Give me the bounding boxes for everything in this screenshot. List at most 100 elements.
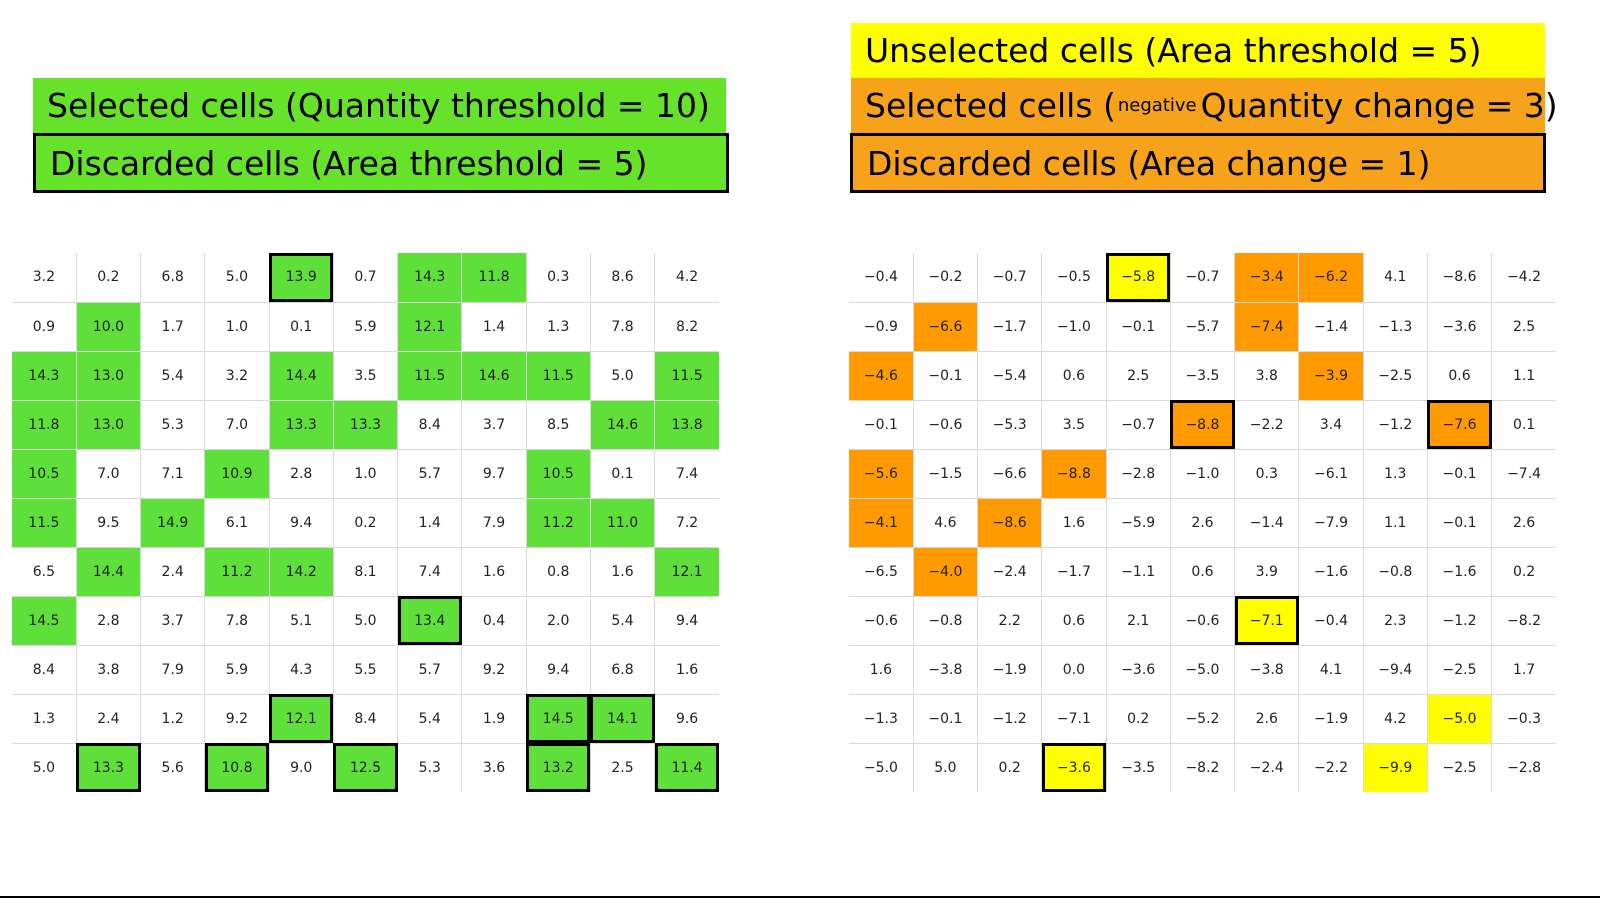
quantity-grid-cell: 8.5 (525, 399, 591, 450)
change-grid-cell: −5.6 (849, 448, 914, 499)
change-grid-row: −0.1 −0.6 −5.3 3.5 −0.7 −8.8 −2.2 3.4 −1.2 −7.6 0.… (849, 399, 1556, 450)
quantity-grid-cell: 11.5 (525, 350, 591, 401)
legend-selected-quantity: Selected cells (Quantity threshold = 10) (33, 78, 726, 133)
quantity-grid-cell: 13.4 (397, 595, 463, 646)
quantity-grid-cell: 14.3 (397, 253, 463, 303)
quantity-grid-cell: 14.2 (268, 546, 334, 597)
quantity-grid-row: 3.2 0.2 6.8 5.0 13.9 0.7 14.3 11.8 0.3 8.6 4.2 (12, 253, 719, 303)
quantity-grid-cell: 9.5 (75, 497, 142, 548)
quantity-grid-cell: 6.8 (589, 644, 656, 695)
quantity-grid-cell: 14.5 (12, 595, 77, 646)
change-grid-cell: 2.2 (977, 595, 1043, 646)
change-grid-cell: −1.3 (1362, 301, 1428, 352)
quantity-grid-cell: 12.5 (332, 742, 399, 792)
quantity-grid-cell: 9.4 (525, 644, 591, 695)
quantity-grid-cell: 11.4 (654, 742, 719, 792)
quantity-grid-cell: 7.8 (204, 595, 270, 646)
change-grid-cell: −1.4 (1234, 497, 1300, 548)
change-grid-cell: −0.7 (1169, 253, 1236, 303)
quantity-grid-row: 6.5 14.4 2.4 11.2 14.2 8.1 7.4 1.6 0.8 1.6 12.1 (12, 546, 719, 597)
change-grid-cell: −3.6 (1041, 742, 1107, 792)
quantity-grid-cell: 1.4 (397, 497, 463, 548)
quantity-grid-cell: 7.0 (204, 399, 270, 450)
legend-selected-sub: negative (1117, 95, 1197, 116)
change-grid-cell: −0.6 (912, 399, 979, 450)
change-grid-cell: −8.2 (1491, 595, 1556, 646)
quantity-grid-cell: 7.9 (140, 644, 206, 695)
change-grid-cell: −5.2 (1169, 693, 1236, 744)
change-grid-cell: −0.9 (849, 301, 914, 352)
change-grid-cell: 2.5 (1105, 350, 1171, 401)
quantity-grid-row: 11.8 13.0 5.3 7.0 13.3 13.3 8.4 3.7 8.5 14.6 13.8 (12, 399, 719, 450)
change-grid-cell: −3.6 (1426, 301, 1493, 352)
quantity-grid-cell: 11.0 (589, 497, 656, 548)
quantity-grid-cell: 11.2 (204, 546, 270, 597)
change-grid-cell: −1.6 (1298, 546, 1364, 597)
quantity-grid-cell: 8.4 (332, 693, 399, 744)
quantity-grid-cell: 0.2 (332, 497, 399, 548)
change-grid-cell: 1.6 (849, 644, 914, 695)
quantity-grid-cell: 9.2 (204, 693, 270, 744)
quantity-grid-cell: 1.6 (589, 546, 656, 597)
change-grid-cell: −5.7 (1169, 301, 1236, 352)
change-grid-cell: 0.1 (1491, 399, 1556, 450)
quantity-grid-cell: 5.4 (397, 693, 463, 744)
legend-selected-quantity-label: Selected cells (Quantity threshold = 10) (47, 86, 710, 125)
change-grid-cell: 5.0 (912, 742, 979, 792)
change-grid-cell: −1.9 (1298, 693, 1364, 744)
change-grid-cell: −5.0 (1426, 693, 1493, 744)
change-grid-cell: −5.9 (1105, 497, 1171, 548)
quantity-grid-cell: 1.4 (461, 301, 527, 352)
change-grid-cell: 0.6 (1169, 546, 1236, 597)
change-grid-cell: 0.0 (1041, 644, 1107, 695)
change-grid-cell: 2.3 (1362, 595, 1428, 646)
change-grid-cell: −8.6 (977, 497, 1043, 548)
change-grid-cell: 1.7 (1491, 644, 1556, 695)
change-grid-cell: −6.6 (912, 301, 979, 352)
quantity-grid-cell: 13.0 (75, 399, 142, 450)
change-grid-cell: −9.9 (1362, 742, 1428, 792)
change-grid-cell: 2.1 (1105, 595, 1171, 646)
change-grid-cell: −1.2 (977, 693, 1043, 744)
quantity-grid-cell: 3.5 (332, 350, 399, 401)
change-grid-row: −4.6 −0.1 −5.4 0.6 2.5 −3.5 3.8 −3.9 −2.5 0.6 1.1 (849, 350, 1556, 401)
change-grid-cell: −4.0 (912, 546, 979, 597)
change-grid-cell: −7.9 (1298, 497, 1364, 548)
change-grid-cell: −3.9 (1298, 350, 1364, 401)
change-grid-cell: −8.8 (1041, 448, 1107, 499)
legend-selected-suffix: Quantity change = 3) (1200, 86, 1558, 125)
quantity-grid-cell: 5.4 (140, 350, 206, 401)
quantity-grid-row: 11.5 9.5 14.9 6.1 9.4 0.2 1.4 7.9 11.2 11.0 7.2 (12, 497, 719, 548)
quantity-grid-cell: 7.4 (654, 448, 719, 499)
quantity-grid-cell: 12.1 (268, 693, 334, 744)
change-grid-row: −1.3 −0.1 −1.2 −7.1 0.2 −5.2 2.6 −1.9 4.2 −5.0 −0.… (849, 693, 1556, 744)
change-grid-cell: 3.5 (1041, 399, 1107, 450)
quantity-grid-cell: 11.8 (461, 253, 527, 303)
change-grid-cell: −9.4 (1362, 644, 1428, 695)
change-grid-cell: −2.5 (1426, 644, 1493, 695)
change-grid-cell: −5.0 (849, 742, 914, 792)
quantity-grid-cell: 8.4 (397, 399, 463, 450)
quantity-grid-cell: 2.5 (589, 742, 656, 792)
quantity-grid-cell: 13.3 (75, 742, 142, 792)
quantity-grid-cell: 8.1 (332, 546, 399, 597)
quantity-grid-cell: 3.7 (140, 595, 206, 646)
change-grid-cell: −7.1 (1234, 595, 1300, 646)
quantity-grid-cell: 9.4 (268, 497, 334, 548)
change-grid-cell: −6.6 (977, 448, 1043, 499)
quantity-grid-row: 5.0 13.3 5.6 10.8 9.0 12.5 5.3 3.6 13.2 2.5 11.4 (12, 742, 719, 792)
change-grid-cell: 2.6 (1491, 497, 1556, 548)
change-grid-cell: −5.0 (1169, 644, 1236, 695)
change-grid-cell: −3.5 (1105, 742, 1171, 792)
change-grid-cell: 4.6 (912, 497, 979, 548)
change-grid-cell: −0.3 (1491, 693, 1556, 744)
quantity-grid-cell: 5.3 (397, 742, 463, 792)
change-grid-cell: 1.6 (1041, 497, 1107, 548)
quantity-grid-cell: 8.2 (654, 301, 719, 352)
quantity-grid-cell: 0.9 (12, 301, 77, 352)
change-grid-cell: −3.4 (1234, 253, 1300, 303)
quantity-grid-cell: 7.4 (397, 546, 463, 597)
change-grid-cell: 2.6 (1169, 497, 1236, 548)
change-grid-cell: 0.6 (1041, 350, 1107, 401)
quantity-grid-cell: 8.4 (12, 644, 77, 695)
